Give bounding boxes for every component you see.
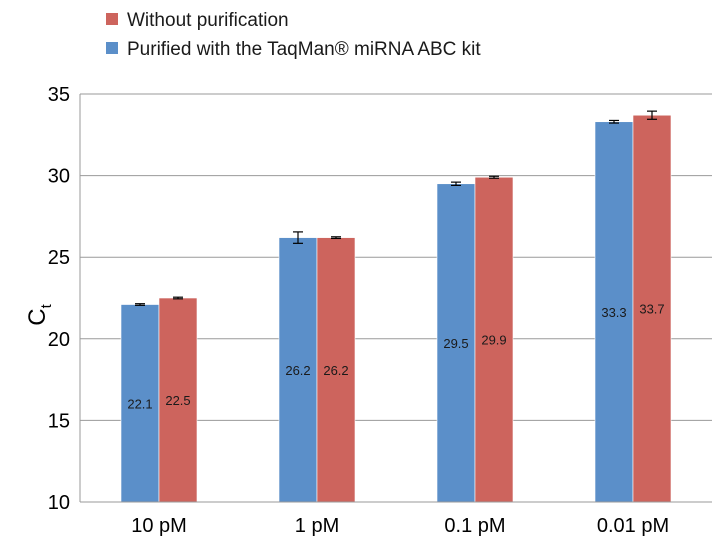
- x-tick-label: 0.1 pM: [444, 515, 505, 537]
- y-tick-label: 25: [48, 247, 70, 269]
- data-label: 29.5: [443, 336, 468, 351]
- bar: [316, 237, 356, 503]
- legend-label: Purified with the TaqMan® miRNA ABC kit: [127, 39, 481, 60]
- y-tick-label: 20: [48, 329, 70, 351]
- bar: [158, 297, 198, 503]
- data-label: 26.2: [323, 363, 348, 378]
- bar: [632, 114, 672, 503]
- y-tick-label: 10: [48, 492, 70, 514]
- x-tick-label: 1 pM: [295, 515, 339, 537]
- y-tick-label: 35: [48, 84, 70, 106]
- bars: 22.1 22.5 26.2 26.2 29.5 29.9 33.3 33.7: [120, 110, 672, 503]
- y-axis-title-subscript: t: [38, 303, 55, 308]
- y-axis-title-main: C: [24, 308, 51, 325]
- data-label: 22.1: [127, 396, 152, 411]
- data-label: 22.5: [165, 393, 190, 408]
- y-axis: 10 15 20 25 30 35: [48, 84, 81, 514]
- y-tick-label: 15: [48, 410, 70, 432]
- x-tick-label: 10 pM: [131, 515, 187, 537]
- legend-swatch: [106, 13, 118, 25]
- data-label: 33.3: [601, 305, 626, 320]
- data-label: 33.7: [639, 302, 664, 317]
- legend-label: Without purification: [127, 10, 289, 31]
- legend-swatch: [106, 42, 118, 54]
- bar: [594, 121, 634, 503]
- x-tick-label: 0.01 pM: [597, 515, 669, 537]
- y-axis-title: Ct: [24, 303, 55, 325]
- y-tick-label: 30: [48, 166, 70, 188]
- data-label: 29.9: [481, 333, 506, 348]
- bar: [436, 183, 476, 503]
- legend: Without purification Purified with the Ta…: [106, 10, 481, 60]
- bar: [474, 176, 514, 503]
- bar: [278, 237, 318, 503]
- data-label: 26.2: [285, 363, 310, 378]
- x-axis: 10 pM 1 pM 0.1 pM 0.01 pM: [80, 501, 712, 537]
